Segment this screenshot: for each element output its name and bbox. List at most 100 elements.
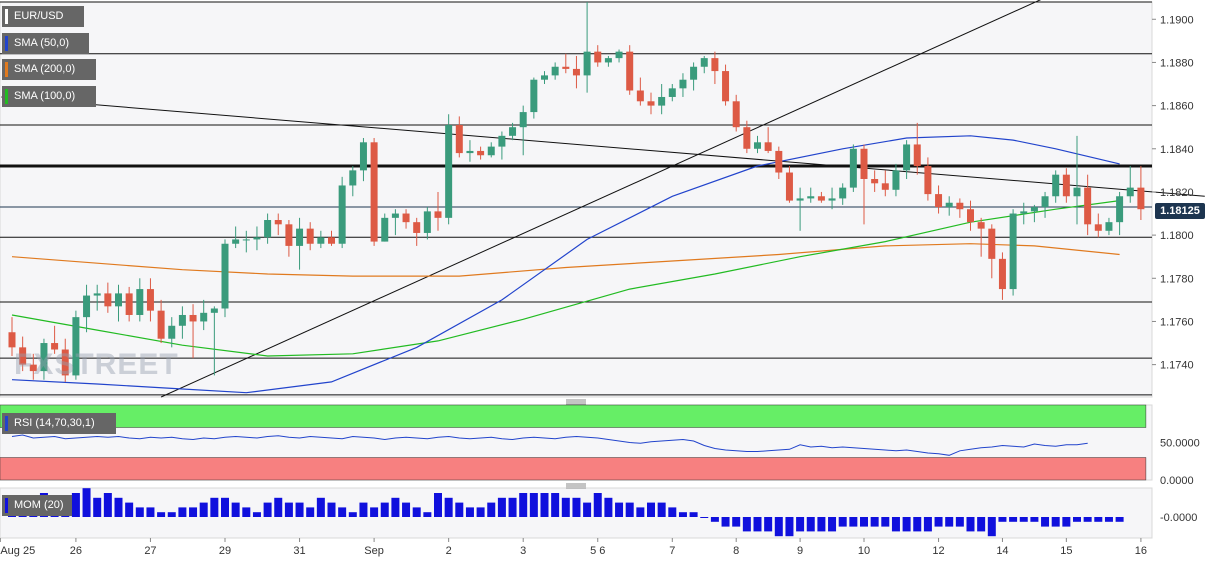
candle-body [807, 196, 815, 199]
momentum-bar [274, 497, 283, 517]
legend-symbol[interactable]: EUR/USD [2, 6, 84, 27]
momentum-bar [583, 502, 592, 517]
candle-body [583, 51, 591, 76]
momentum-bar [1019, 517, 1028, 522]
trendlines [1, 0, 1205, 398]
candle-body [338, 185, 346, 244]
momentum-bar [199, 502, 208, 517]
candle-body [200, 312, 208, 322]
momentum-bar [1104, 517, 1113, 522]
candle-body [402, 213, 410, 223]
momentum-bar [561, 497, 570, 517]
moving-averages [11, 135, 1120, 394]
price-tick-label: 1.1760 [1160, 316, 1194, 328]
legend-sma100-label: SMA (100,0) [14, 90, 76, 102]
momentum-bar [103, 493, 112, 517]
candle-body [274, 220, 282, 225]
momentum-bar [540, 493, 549, 517]
candle-body [956, 202, 964, 210]
momentum-bar [998, 517, 1007, 522]
momentum-bar [1009, 517, 1018, 522]
candle-body [722, 71, 730, 102]
candle-body [125, 293, 133, 315]
momentum-bar [636, 507, 645, 517]
candle-body [881, 183, 889, 190]
candle-body [541, 75, 548, 80]
candle-body [72, 317, 80, 376]
momentum-bar [519, 493, 528, 517]
momentum-bar [242, 507, 251, 517]
candle-body [359, 142, 367, 171]
candle-body [1030, 207, 1038, 212]
candle-body [1020, 211, 1028, 214]
legend-sma50[interactable]: SMA (50,0) [2, 33, 89, 54]
candle-body [924, 166, 932, 195]
momentum-bar [934, 517, 943, 527]
momentum-bar [817, 517, 826, 532]
candle-body [221, 243, 229, 309]
x-tick-label: 16 [1135, 545, 1147, 557]
legend-mom[interactable]: MOM (20) [2, 495, 72, 516]
price-axis: 1.1900 1.1880 1.1860 1.1840 1.1820 1.1800 1.17… [1152, 14, 1194, 372]
momentum-bar [838, 517, 847, 527]
momentum-bar [348, 512, 357, 517]
momentum-bar [487, 502, 496, 517]
candle-body [935, 194, 943, 208]
momentum-bar [125, 502, 134, 517]
momentum-bar [455, 502, 464, 517]
momentum-bar [412, 507, 421, 517]
legend-rsi[interactable]: RSI (14,70,30,1) [2, 413, 116, 434]
candle-body [189, 314, 197, 322]
momentum-bar [977, 517, 986, 532]
candle-body [711, 58, 719, 72]
candle-body [115, 293, 122, 307]
x-tick-label: 9 [797, 545, 803, 557]
candle-body [572, 68, 580, 76]
candle-body [775, 150, 783, 173]
momentum-bar [732, 517, 741, 527]
candle-body [860, 148, 868, 179]
sma100-line [11, 200, 1120, 357]
momentum-bar [572, 497, 581, 517]
momentum-bar [860, 517, 868, 527]
candle-body [168, 325, 176, 339]
watermark: FXSTREET [14, 348, 179, 381]
candle-body [391, 213, 399, 218]
candle-body [242, 239, 250, 241]
momentum-bar [1051, 517, 1060, 527]
momentum-bar [785, 517, 794, 537]
momentum-bar [849, 517, 858, 527]
momentum-bar [338, 507, 347, 517]
rsi-oversold-zone [0, 457, 1147, 481]
momentum-bar [678, 512, 687, 517]
candle-body [839, 187, 847, 199]
momentum-bar [774, 517, 783, 537]
legend-sma200[interactable]: SMA (200,0) [2, 59, 96, 80]
candle-body [178, 314, 186, 326]
candle-body [264, 220, 272, 238]
momentum-bar [370, 507, 379, 517]
momentum-bar [114, 497, 123, 517]
momentum-bar [945, 517, 954, 527]
momentum-bar [391, 497, 400, 517]
candle-body [796, 198, 804, 201]
rsi-tick-label: 0.0000 [1160, 475, 1194, 487]
momentum-bar [923, 517, 932, 532]
candle-body [498, 135, 506, 147]
momentum-bar [742, 517, 751, 532]
momentum-bar [189, 507, 198, 517]
candle-body [1009, 213, 1017, 290]
momentum-bar [593, 493, 602, 517]
momentum-bar [604, 497, 613, 517]
price-tick-label: 1.1860 [1160, 101, 1194, 113]
x-tick-label: 27 [144, 545, 156, 557]
x-axis: Aug 25 26 27 29 31 Sep 2 3 5 6 7 8 9 10 12 14 15 16 [0, 538, 1147, 557]
momentum-bar [955, 517, 964, 527]
legend-sma100[interactable]: SMA (100,0) [2, 86, 96, 107]
trendline [160, 0, 1042, 398]
momentum-bar [465, 507, 474, 517]
candle-body [679, 79, 687, 89]
candle-body [1137, 187, 1145, 210]
momentum-bar [1094, 517, 1103, 522]
candle-body [370, 142, 378, 242]
